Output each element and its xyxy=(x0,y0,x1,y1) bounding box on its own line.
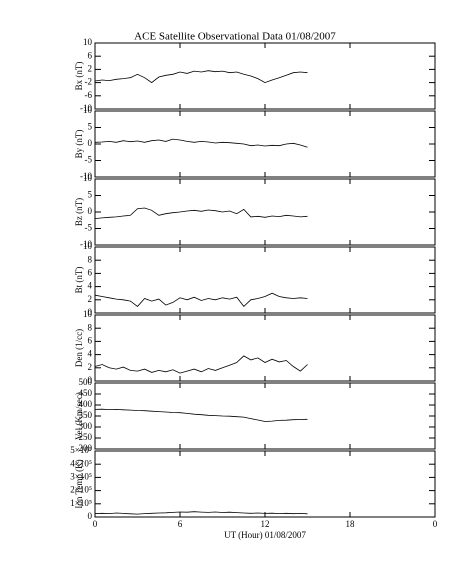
x-tick-label: 12 xyxy=(261,519,270,529)
y-tick-label: 8 xyxy=(88,322,93,332)
y-tick-label: 5×10⁵ xyxy=(70,445,92,455)
y-tick-label: 6 xyxy=(88,267,93,277)
y-tick-label: 300 xyxy=(79,421,93,431)
x-axis-label: UT (Hour) 01/08/2007 xyxy=(224,530,306,540)
data-line xyxy=(94,70,308,84)
y-tick-label: -5 xyxy=(85,155,93,165)
y-tick-label: 0 xyxy=(88,511,93,521)
panel-frame xyxy=(94,382,436,450)
y-tick-label: 450 xyxy=(79,388,93,398)
panel-frame xyxy=(94,314,436,382)
y-tick-label: 400 xyxy=(79,399,93,409)
panel-frame xyxy=(94,178,436,246)
y-tick-label: 0 xyxy=(88,375,93,385)
y-axis-label: Bz (nT) xyxy=(74,198,84,226)
y-axis-label: By (nT) xyxy=(74,130,84,159)
y-tick-label: 10 xyxy=(83,105,93,115)
y-tick-label: 4 xyxy=(88,281,93,291)
chart-title: ACE Satellite Observational Data 01/08/2… xyxy=(134,31,336,43)
y-tick-label: 0 xyxy=(88,307,93,317)
y-axis-label: Bx (nT) xyxy=(74,62,84,91)
data-line xyxy=(94,355,308,374)
y-tick-label: 1×10⁵ xyxy=(70,498,92,508)
y-tick-label: 10 xyxy=(83,173,93,183)
y-axis-label: Den (1/cc) xyxy=(74,329,84,367)
x-tick-label: 6 xyxy=(178,519,183,529)
panel-frame xyxy=(94,246,436,314)
y-tick-label: 0 xyxy=(88,138,93,148)
y-tick-label: 4×10⁵ xyxy=(70,458,92,468)
data-line xyxy=(94,138,308,148)
y-tick-label: 5 xyxy=(88,190,93,200)
y-tick-label: 2×10⁵ xyxy=(70,485,92,495)
y-tick-label: 10 xyxy=(83,37,93,47)
y-axis-label: Ion Temp (K) xyxy=(74,459,84,508)
data-line xyxy=(94,207,308,219)
panel-frame xyxy=(94,110,436,178)
y-tick-label: -10 xyxy=(80,171,92,181)
y-tick-label: 10 xyxy=(83,241,93,251)
y-tick-label: 3×10⁵ xyxy=(70,471,92,481)
y-tick-label: 4 xyxy=(88,349,93,359)
y-tick-label: -2 xyxy=(85,77,93,87)
x-tick-label: 0 xyxy=(433,519,438,529)
data-line xyxy=(94,408,308,422)
y-axis-label: Vel (Km/sec) xyxy=(74,392,84,440)
y-tick-label: 5 xyxy=(88,122,93,132)
y-tick-label: 10 xyxy=(83,309,93,319)
panel-frame xyxy=(94,450,436,518)
y-tick-label: 6 xyxy=(88,50,93,60)
y-tick-label: 2 xyxy=(88,294,93,304)
y-tick-label: -10 xyxy=(80,103,92,113)
x-tick-label: 0 xyxy=(93,519,98,529)
y-tick-label: 2 xyxy=(88,63,93,73)
y-tick-label: 500 xyxy=(79,377,93,387)
y-axis-label: Bt (nT) xyxy=(74,267,84,294)
data-line xyxy=(94,511,308,515)
y-tick-label: -6 xyxy=(85,90,93,100)
y-tick-label: 0 xyxy=(88,206,93,216)
y-tick-label: -10 xyxy=(80,239,92,249)
y-tick-label: 8 xyxy=(88,254,93,264)
y-tick-label: -5 xyxy=(85,223,93,233)
data-line xyxy=(94,292,308,307)
y-tick-label: 350 xyxy=(79,410,93,420)
y-tick-label: 2 xyxy=(88,362,93,372)
y-tick-label: 250 xyxy=(79,432,93,442)
panel-frame xyxy=(94,42,436,110)
x-tick-label: 18 xyxy=(346,519,356,529)
y-tick-label: 200 xyxy=(79,443,93,453)
y-tick-label: 6 xyxy=(88,335,93,345)
